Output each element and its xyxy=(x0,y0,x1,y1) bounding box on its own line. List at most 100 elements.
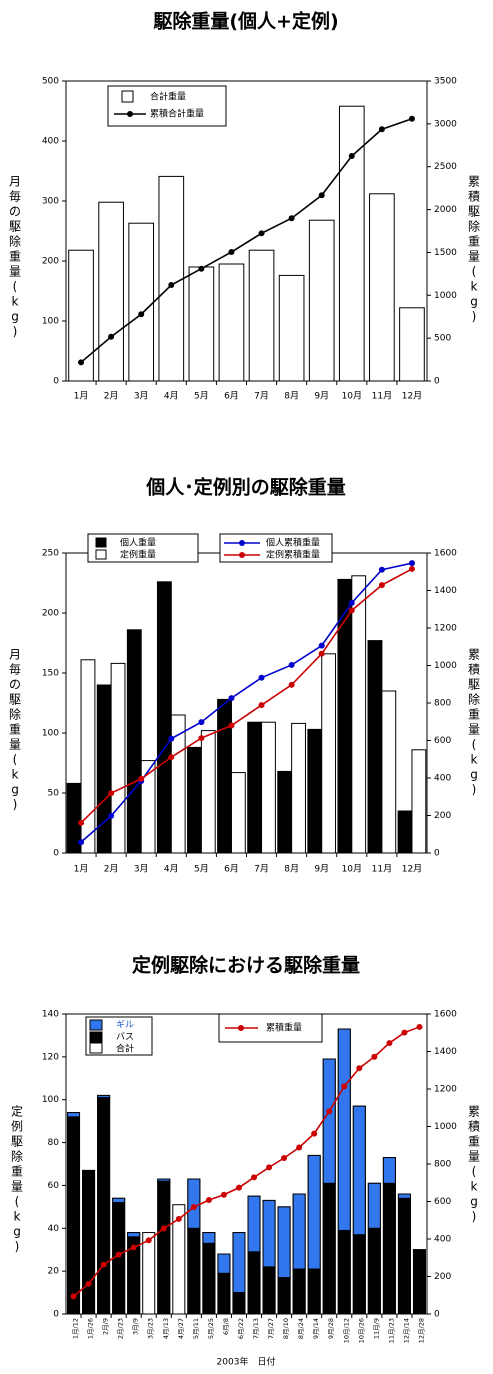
y2-axis-label-char: 重 xyxy=(468,708,480,722)
legend-marker xyxy=(239,540,245,546)
cumulative-point xyxy=(108,812,115,819)
bar-total xyxy=(399,307,425,382)
bar-bass xyxy=(397,1197,411,1315)
legend-marker xyxy=(238,1025,244,1031)
y2-tick-label: 1600 xyxy=(434,1010,457,1020)
bar-gill xyxy=(352,1105,366,1236)
bar-total xyxy=(369,193,395,382)
y2-axis-label-char: 量 xyxy=(468,250,480,264)
y-axis-label-char: ( xyxy=(15,1195,20,1209)
x-tick-label: 11月 xyxy=(372,864,392,875)
y2-axis-label-char: ( xyxy=(472,738,477,752)
bar-individual xyxy=(217,698,232,854)
x-tick-label: 3月 xyxy=(134,864,149,875)
bar-individual xyxy=(367,640,383,854)
bar-gill xyxy=(97,1094,111,1099)
bar-regular xyxy=(321,653,337,854)
y-tick-label: 400 xyxy=(42,137,59,147)
bar-gill xyxy=(382,1157,396,1184)
cumulative-point xyxy=(386,1040,393,1047)
bar-bass xyxy=(157,1180,171,1315)
x-tick-label: 8月 xyxy=(284,391,299,402)
y2-axis-label-char: 積 xyxy=(468,189,480,204)
cumulative-point xyxy=(288,215,295,222)
bar-regular xyxy=(230,772,246,854)
x-axis-label: 2003年 日付 xyxy=(217,1356,276,1368)
y2-axis-label-char: ) xyxy=(472,783,477,797)
x-tick-label: 12月/14 xyxy=(402,1318,410,1343)
x-tick-label: 9月/28 xyxy=(327,1318,335,1339)
cumulative-point xyxy=(78,839,85,846)
y-tick-label: 200 xyxy=(42,257,59,267)
legend-label: 定例重量 xyxy=(120,549,156,561)
bar-gill xyxy=(337,1028,351,1231)
y-tick-label: 100 xyxy=(42,729,59,739)
y2-axis-label-char: 駆 xyxy=(468,205,480,219)
y2-tick-label: 200 xyxy=(434,811,451,821)
y-axis-label-char: g xyxy=(13,1225,21,1239)
y2-tick-label: 1000 xyxy=(434,291,457,301)
y-axis-label-char: 除 xyxy=(11,1149,23,1164)
bar-gill xyxy=(262,1199,276,1268)
y-axis-label-char: ) xyxy=(13,325,18,339)
x-tick-label: 3月/9 xyxy=(132,1318,140,1335)
cumulative-point xyxy=(416,1023,423,1030)
bar-gill xyxy=(157,1178,171,1182)
cumulative-point xyxy=(78,359,85,366)
y-axis-label-char: 例 xyxy=(11,1120,23,1134)
bar-gill xyxy=(247,1195,261,1253)
bar-bass xyxy=(412,1249,426,1315)
y-axis-label-char: の xyxy=(9,205,21,219)
legend-swatch-regular xyxy=(95,549,107,560)
y-tick-label: 150 xyxy=(42,669,59,679)
bar-bass xyxy=(352,1234,366,1315)
x-tick-label: 6月 xyxy=(224,391,239,402)
x-tick-label: 6月/22 xyxy=(237,1318,245,1339)
bar-regular xyxy=(110,662,126,854)
y-axis-label-char: 除 xyxy=(9,707,21,722)
x-tick-label: 2月/23 xyxy=(117,1318,125,1339)
bar-individual xyxy=(277,770,293,854)
y2-axis-label-char: g xyxy=(470,295,478,309)
legend-label: ギル xyxy=(116,1020,134,1031)
bar-bass xyxy=(247,1251,261,1315)
cumulative-point xyxy=(130,1244,137,1251)
bar-total xyxy=(128,222,155,382)
bar-gill xyxy=(127,1232,141,1238)
y-axis-label-char: 駆 xyxy=(9,220,21,234)
x-tick-label: 3月 xyxy=(134,391,149,402)
cumulative-point xyxy=(160,1225,167,1232)
legend-label: 合計重量 xyxy=(150,91,186,103)
y2-tick-label: 1200 xyxy=(434,1085,457,1095)
y2-axis-label-char: 量 xyxy=(468,1150,480,1164)
bar-individual xyxy=(126,629,142,854)
y2-tick-label: 800 xyxy=(434,1160,451,1170)
cumulative-point xyxy=(348,607,355,614)
bar-regular xyxy=(200,730,216,854)
bar-total xyxy=(308,219,335,382)
y2-tick-label: 400 xyxy=(434,774,451,784)
y-axis-label-char: 月 xyxy=(9,175,21,189)
cumulative-point xyxy=(145,1237,152,1244)
y-tick-label: 0 xyxy=(53,1310,59,1320)
x-tick-label: 1月/12 xyxy=(72,1318,80,1339)
x-tick-label: 6月 xyxy=(224,864,239,875)
bar-individual xyxy=(187,746,202,854)
x-tick-label: 4月 xyxy=(164,391,179,402)
y-axis-label-char: 重 xyxy=(9,723,21,737)
bar-bass xyxy=(262,1266,276,1315)
y-tick-label: 300 xyxy=(42,197,59,207)
cumulative-point xyxy=(168,754,175,761)
cumulative-line xyxy=(80,568,413,824)
x-tick-label: 4月 xyxy=(164,864,179,875)
legend-label: 個人累積重量 xyxy=(266,537,320,549)
y2-axis-label-char: 重 xyxy=(468,235,480,249)
cumulative-point xyxy=(348,599,355,606)
y-tick-label: 100 xyxy=(42,317,59,327)
cumulative-point xyxy=(356,1065,363,1072)
bar-total xyxy=(172,1204,186,1315)
y-axis-label-char: ( xyxy=(13,280,18,294)
cumulative-point xyxy=(251,1174,258,1181)
cumulative-point xyxy=(115,1251,122,1258)
